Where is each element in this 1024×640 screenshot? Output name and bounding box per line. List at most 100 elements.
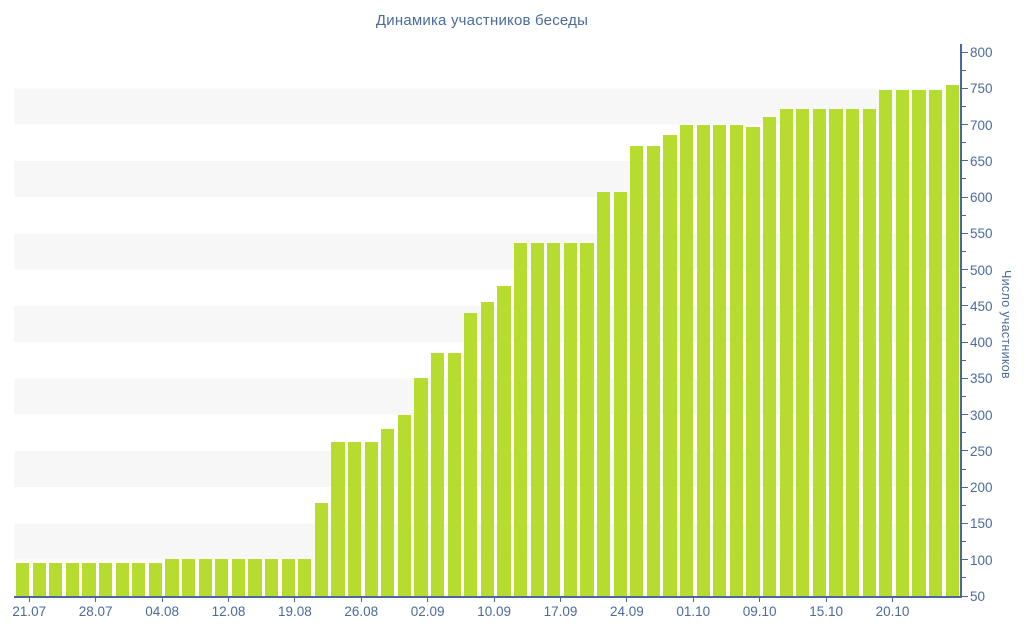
x-tick [493, 598, 495, 602]
bar[interactable] [198, 559, 212, 596]
bar[interactable] [895, 89, 910, 596]
bar[interactable] [65, 562, 80, 596]
x-tick-label: 26.08 [344, 604, 379, 619]
bar[interactable] [646, 146, 661, 596]
x-tick-label: 04.08 [145, 604, 179, 619]
y-tick [962, 377, 968, 379]
x-tick [825, 598, 827, 602]
bar[interactable] [165, 559, 179, 596]
x-tick [560, 598, 561, 602]
bar[interactable] [32, 562, 46, 596]
y-minor-tick [962, 287, 966, 289]
y-tick-label: 200 [970, 480, 993, 496]
bar[interactable] [99, 562, 113, 596]
y-minor-tick [962, 577, 966, 579]
x-tick-label: 10.09 [477, 604, 511, 619]
bar[interactable] [696, 124, 710, 596]
bar[interactable] [945, 84, 959, 596]
y-tick-label: 100 [970, 552, 993, 568]
bar[interactable] [829, 108, 843, 596]
bar[interactable] [464, 313, 478, 596]
bar[interactable] [298, 559, 312, 596]
bar[interactable] [796, 108, 810, 596]
bar[interactable] [132, 562, 146, 596]
bar[interactable] [580, 243, 594, 596]
bar[interactable] [331, 442, 345, 596]
x-tick [161, 598, 163, 602]
y-tick-label: 250 [970, 443, 993, 459]
bar[interactable] [846, 108, 860, 596]
x-tick-label: 01.10 [676, 604, 711, 619]
bar[interactable] [16, 562, 30, 596]
bar[interactable] [231, 559, 246, 596]
bar[interactable] [82, 562, 96, 596]
bar[interactable] [663, 135, 677, 596]
bar[interactable] [364, 442, 378, 596]
bar[interactable] [215, 559, 229, 596]
y-tick-label: 600 [970, 190, 993, 206]
bar[interactable] [248, 559, 262, 596]
bar[interactable] [348, 442, 362, 596]
bar[interactable] [431, 353, 445, 596]
bar[interactable] [563, 243, 578, 596]
bar[interactable] [397, 414, 412, 596]
bar[interactable] [497, 285, 511, 596]
y-tick-label: 750 [970, 81, 993, 97]
bar[interactable] [912, 89, 926, 596]
bar[interactable] [281, 559, 295, 596]
y-minor-tick [962, 504, 966, 506]
y-tick [962, 87, 968, 89]
x-tick [360, 598, 362, 602]
bar[interactable] [182, 559, 196, 596]
bar[interactable] [630, 146, 644, 596]
bar[interactable] [265, 559, 279, 596]
bar[interactable] [381, 429, 395, 596]
bar[interactable] [879, 89, 893, 596]
y-tick [962, 305, 968, 307]
y-tick-label: 550 [970, 226, 993, 242]
bar[interactable] [447, 353, 461, 596]
y-tick [962, 51, 968, 53]
y-tick [962, 341, 968, 343]
y-tick-label: 150 [970, 516, 993, 532]
bar[interactable] [680, 124, 694, 596]
x-tick-label: 19.08 [277, 604, 312, 619]
bar[interactable] [547, 243, 561, 596]
bar[interactable] [779, 108, 793, 596]
y-minor-tick [962, 178, 966, 180]
chart-title: Динамика участников беседы [375, 12, 589, 29]
bar[interactable] [613, 191, 627, 596]
y-tick-label: 650 [970, 153, 993, 169]
x-tick [626, 598, 628, 602]
y-minor-tick [962, 541, 966, 543]
bar[interactable] [115, 562, 129, 596]
bar[interactable] [314, 503, 329, 596]
x-tick-label: 20.10 [875, 604, 910, 619]
x-tick [28, 598, 30, 602]
bar[interactable] [929, 89, 943, 596]
bar[interactable] [414, 378, 428, 596]
y-tick-label: 450 [970, 298, 993, 314]
bar[interactable] [49, 562, 63, 596]
y-minor-tick [962, 396, 966, 398]
bar[interactable] [597, 191, 611, 596]
bar[interactable] [729, 124, 744, 596]
bar[interactable] [763, 117, 777, 596]
y-minor-tick [962, 432, 966, 434]
y-minor-tick [962, 142, 966, 144]
y-tick [962, 559, 968, 561]
bar[interactable] [514, 243, 528, 596]
y-tick-label: 700 [970, 117, 993, 133]
bar[interactable] [530, 243, 544, 596]
y-minor-tick [962, 69, 966, 71]
bar[interactable] [148, 562, 163, 596]
bar[interactable] [713, 124, 727, 596]
bar[interactable] [746, 126, 760, 596]
bar[interactable] [812, 108, 827, 596]
x-tick-label: 28.07 [78, 604, 113, 619]
x-tick-label: 12.08 [211, 604, 246, 619]
y-minor-tick [962, 250, 966, 252]
bar[interactable] [862, 108, 876, 596]
bar[interactable] [480, 302, 495, 596]
